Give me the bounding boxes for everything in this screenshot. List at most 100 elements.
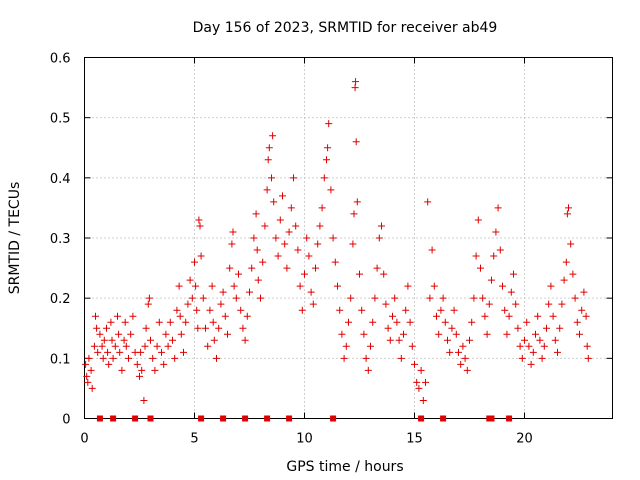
data-point (252, 210, 260, 218)
y-tick-label: 0.1 (50, 352, 71, 367)
data-point (556, 324, 564, 332)
data-point (369, 318, 377, 326)
data-point (265, 144, 273, 152)
data-point (197, 252, 205, 260)
data-point (140, 396, 148, 404)
data-point (352, 138, 360, 146)
data-point (196, 222, 204, 230)
data-point (303, 234, 311, 242)
data-point (364, 366, 372, 374)
data-point (142, 324, 150, 332)
data-point (569, 270, 577, 278)
data-point (393, 318, 401, 326)
x-tick-label: 0 (80, 432, 88, 447)
data-point (160, 360, 168, 368)
data-point (395, 336, 403, 344)
x-axis-label: GPS time / hours (286, 459, 403, 475)
data-point (229, 228, 237, 236)
data-point (503, 330, 511, 338)
data-point (350, 210, 358, 218)
data-point (499, 282, 506, 290)
data-point (257, 294, 264, 302)
data-point (459, 342, 467, 350)
data-point (239, 324, 247, 332)
data-point (177, 330, 185, 338)
data-point (400, 330, 407, 338)
data-point (424, 198, 432, 206)
data-point (573, 318, 581, 326)
data-point (448, 324, 456, 332)
data-point (545, 300, 553, 308)
data-point (512, 300, 520, 308)
baseline-marker (198, 415, 205, 422)
data-points (82, 78, 592, 404)
data-point (145, 294, 153, 302)
data-point (92, 312, 99, 320)
data-point (114, 312, 121, 320)
data-point (426, 294, 434, 302)
y-tick-label: 0.6 (50, 52, 71, 67)
data-point (518, 354, 526, 362)
data-point (296, 282, 304, 290)
data-point (538, 354, 546, 362)
data-point (162, 330, 170, 338)
data-point (391, 294, 399, 302)
data-point (349, 240, 357, 248)
baseline-marker (110, 415, 117, 422)
baseline-marker (286, 415, 293, 422)
data-point (411, 360, 418, 368)
baseline-marker (440, 415, 447, 422)
data-point (439, 294, 447, 302)
data-point (433, 312, 440, 320)
data-point (490, 252, 498, 260)
data-point (235, 270, 242, 278)
data-point (435, 330, 443, 338)
data-point (567, 240, 575, 248)
data-point (193, 306, 201, 314)
x-tick-label: 15 (406, 432, 423, 447)
data-point (237, 306, 245, 314)
data-point (479, 294, 487, 302)
data-point (382, 300, 390, 308)
data-point (560, 276, 568, 284)
data-point (318, 204, 326, 212)
data-point (120, 336, 128, 344)
data-point (437, 306, 445, 314)
data-point (169, 336, 176, 344)
data-point (194, 324, 202, 332)
data-point (516, 342, 524, 350)
data-point (188, 294, 196, 302)
data-point (164, 342, 172, 350)
data-point (362, 354, 370, 362)
data-point (209, 318, 217, 326)
data-point (532, 330, 539, 338)
data-point (342, 342, 350, 350)
data-point (94, 348, 102, 356)
data-point (144, 300, 152, 308)
data-point (305, 252, 313, 260)
data-point (137, 348, 145, 356)
data-point (232, 294, 240, 302)
data-point (309, 300, 317, 308)
x-tick-label: 5 (190, 432, 198, 447)
data-point (122, 342, 130, 350)
data-point (173, 306, 181, 314)
data-point (510, 270, 517, 278)
data-point (419, 396, 427, 404)
data-point (96, 330, 104, 338)
data-point (254, 276, 262, 284)
data-point (250, 234, 258, 242)
data-point (446, 348, 454, 356)
data-point (263, 186, 271, 194)
data-point (166, 318, 174, 326)
data-point (127, 330, 135, 338)
data-point (576, 330, 583, 338)
data-point (457, 360, 465, 368)
data-point (99, 354, 107, 362)
data-point (133, 360, 141, 368)
baseline-marker (220, 415, 227, 422)
data-point (347, 294, 355, 302)
baseline-marker (132, 415, 139, 422)
data-point (85, 354, 93, 362)
data-point (415, 384, 423, 392)
